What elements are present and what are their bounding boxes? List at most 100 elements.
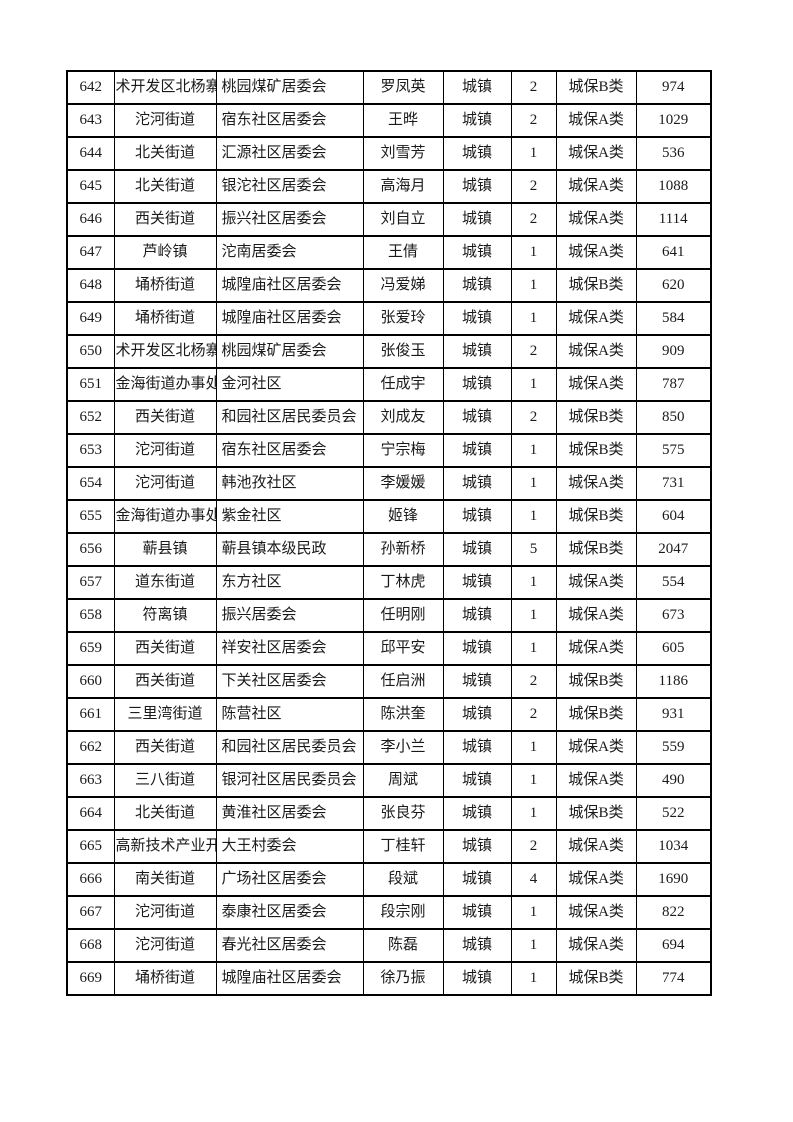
cell-benefit-category: 城保A类 <box>555 895 637 930</box>
cell-street-town: 三里湾街道 <box>113 697 217 732</box>
cell-household-type: 城镇 <box>442 697 512 732</box>
cell-community: 沱南居委会 <box>215 235 364 270</box>
cell-serial-number: 666 <box>66 862 115 897</box>
cell-person-count: 1 <box>510 433 557 468</box>
cell-household-type: 城镇 <box>442 235 512 270</box>
cell-street-town: 埇桥街道 <box>113 961 217 996</box>
table-row: 648 埇桥街道 城隍庙社区居委会 冯爱娣 城镇 1 城保B类 620 <box>66 268 712 303</box>
cell-person-name: 陈磊 <box>362 928 444 963</box>
cell-person-name: 李小兰 <box>362 730 444 765</box>
cell-community: 银沱社区居委会 <box>215 169 364 204</box>
cell-street-town: 南关街道 <box>113 862 217 897</box>
cell-street-town: 沱河街道 <box>113 433 217 468</box>
cell-person-count: 1 <box>510 895 557 930</box>
cell-person-name: 宁宗梅 <box>362 433 444 468</box>
cell-household-type: 城镇 <box>442 367 512 402</box>
cell-amount: 1029 <box>635 103 712 138</box>
cell-serial-number: 663 <box>66 763 115 798</box>
cell-community: 东方社区 <box>215 565 364 600</box>
cell-community: 蕲县镇本级民政 <box>215 532 364 567</box>
cell-person-count: 2 <box>510 202 557 237</box>
cell-community: 振兴居委会 <box>215 598 364 633</box>
cell-community: 桃园煤矿居委会 <box>215 70 364 105</box>
table-row: 663 三八街道 银河社区居民委员会 周斌 城镇 1 城保A类 490 <box>66 763 712 798</box>
cell-household-type: 城镇 <box>442 169 512 204</box>
cell-household-type: 城镇 <box>442 961 512 996</box>
cell-person-name: 刘雪芳 <box>362 136 444 171</box>
cell-person-name: 冯爱娣 <box>362 268 444 303</box>
cell-amount: 850 <box>635 400 712 435</box>
cell-amount: 673 <box>635 598 712 633</box>
cell-amount: 604 <box>635 499 712 534</box>
cell-person-name: 段宗刚 <box>362 895 444 930</box>
table-row: 645 北关街道 银沱社区居委会 高海月 城镇 2 城保A类 1088 <box>66 169 712 204</box>
cell-person-count: 4 <box>510 862 557 897</box>
cell-person-count: 2 <box>510 334 557 369</box>
cell-person-name: 丁桂轩 <box>362 829 444 864</box>
cell-street-town: 符离镇 <box>113 598 217 633</box>
cell-person-count: 1 <box>510 136 557 171</box>
table-row: 665 高新技术产业开 大王村委会 丁桂轩 城镇 2 城保A类 1034 <box>66 829 712 864</box>
cell-street-town: 术开发区北杨寨 <box>113 70 217 105</box>
cell-street-town: 沱河街道 <box>113 466 217 501</box>
cell-amount: 1690 <box>635 862 712 897</box>
cell-benefit-category: 城保A类 <box>555 829 637 864</box>
table-row: 658 符离镇 振兴居委会 任明刚 城镇 1 城保A类 673 <box>66 598 712 633</box>
cell-community: 振兴社区居委会 <box>215 202 364 237</box>
cell-person-count: 1 <box>510 796 557 831</box>
cell-amount: 1186 <box>635 664 712 699</box>
cell-community: 桃园煤矿居委会 <box>215 334 364 369</box>
cell-serial-number: 650 <box>66 334 115 369</box>
cell-street-town: 北关街道 <box>113 796 217 831</box>
cell-street-town: 金海街道办事处 <box>113 499 217 534</box>
cell-person-count: 5 <box>510 532 557 567</box>
cell-person-count: 2 <box>510 169 557 204</box>
cell-amount: 731 <box>635 466 712 501</box>
cell-household-type: 城镇 <box>442 565 512 600</box>
cell-community: 黄淮社区居委会 <box>215 796 364 831</box>
cell-household-type: 城镇 <box>442 928 512 963</box>
cell-person-count: 1 <box>510 301 557 336</box>
cell-amount: 787 <box>635 367 712 402</box>
cell-household-type: 城镇 <box>442 103 512 138</box>
cell-serial-number: 657 <box>66 565 115 600</box>
cell-person-name: 李媛媛 <box>362 466 444 501</box>
cell-person-count: 1 <box>510 730 557 765</box>
cell-benefit-category: 城保B类 <box>555 400 637 435</box>
table-row: 652 西关街道 和园社区居民委员会 刘成友 城镇 2 城保B类 850 <box>66 400 712 435</box>
cell-amount: 974 <box>635 70 712 105</box>
cell-benefit-category: 城保A类 <box>555 928 637 963</box>
cell-street-town: 西关街道 <box>113 202 217 237</box>
cell-serial-number: 645 <box>66 169 115 204</box>
cell-amount: 490 <box>635 763 712 798</box>
cell-household-type: 城镇 <box>442 895 512 930</box>
cell-household-type: 城镇 <box>442 268 512 303</box>
cell-street-town: 术开发区北杨寨 <box>113 334 217 369</box>
table-row: 649 埇桥街道 城隍庙社区居委会 张爱玲 城镇 1 城保A类 584 <box>66 301 712 336</box>
cell-person-name: 刘自立 <box>362 202 444 237</box>
cell-person-count: 1 <box>510 598 557 633</box>
cell-street-town: 高新技术产业开 <box>113 829 217 864</box>
cell-person-count: 1 <box>510 961 557 996</box>
cell-benefit-category: 城保B类 <box>555 796 637 831</box>
cell-benefit-category: 城保A类 <box>555 730 637 765</box>
cell-street-town: 西关街道 <box>113 400 217 435</box>
cell-serial-number: 668 <box>66 928 115 963</box>
cell-person-name: 徐乃振 <box>362 961 444 996</box>
cell-benefit-category: 城保B类 <box>555 433 637 468</box>
cell-street-town: 北关街道 <box>113 169 217 204</box>
cell-benefit-category: 城保B类 <box>555 961 637 996</box>
cell-benefit-category: 城保A类 <box>555 235 637 270</box>
cell-household-type: 城镇 <box>442 730 512 765</box>
cell-serial-number: 662 <box>66 730 115 765</box>
cell-street-town: 西关街道 <box>113 664 217 699</box>
cell-person-count: 1 <box>510 499 557 534</box>
cell-amount: 641 <box>635 235 712 270</box>
cell-serial-number: 653 <box>66 433 115 468</box>
table-row: 664 北关街道 黄淮社区居委会 张良芬 城镇 1 城保B类 522 <box>66 796 712 831</box>
cell-household-type: 城镇 <box>442 598 512 633</box>
cell-benefit-category: 城保B类 <box>555 268 637 303</box>
cell-serial-number: 654 <box>66 466 115 501</box>
cell-benefit-category: 城保A类 <box>555 631 637 666</box>
